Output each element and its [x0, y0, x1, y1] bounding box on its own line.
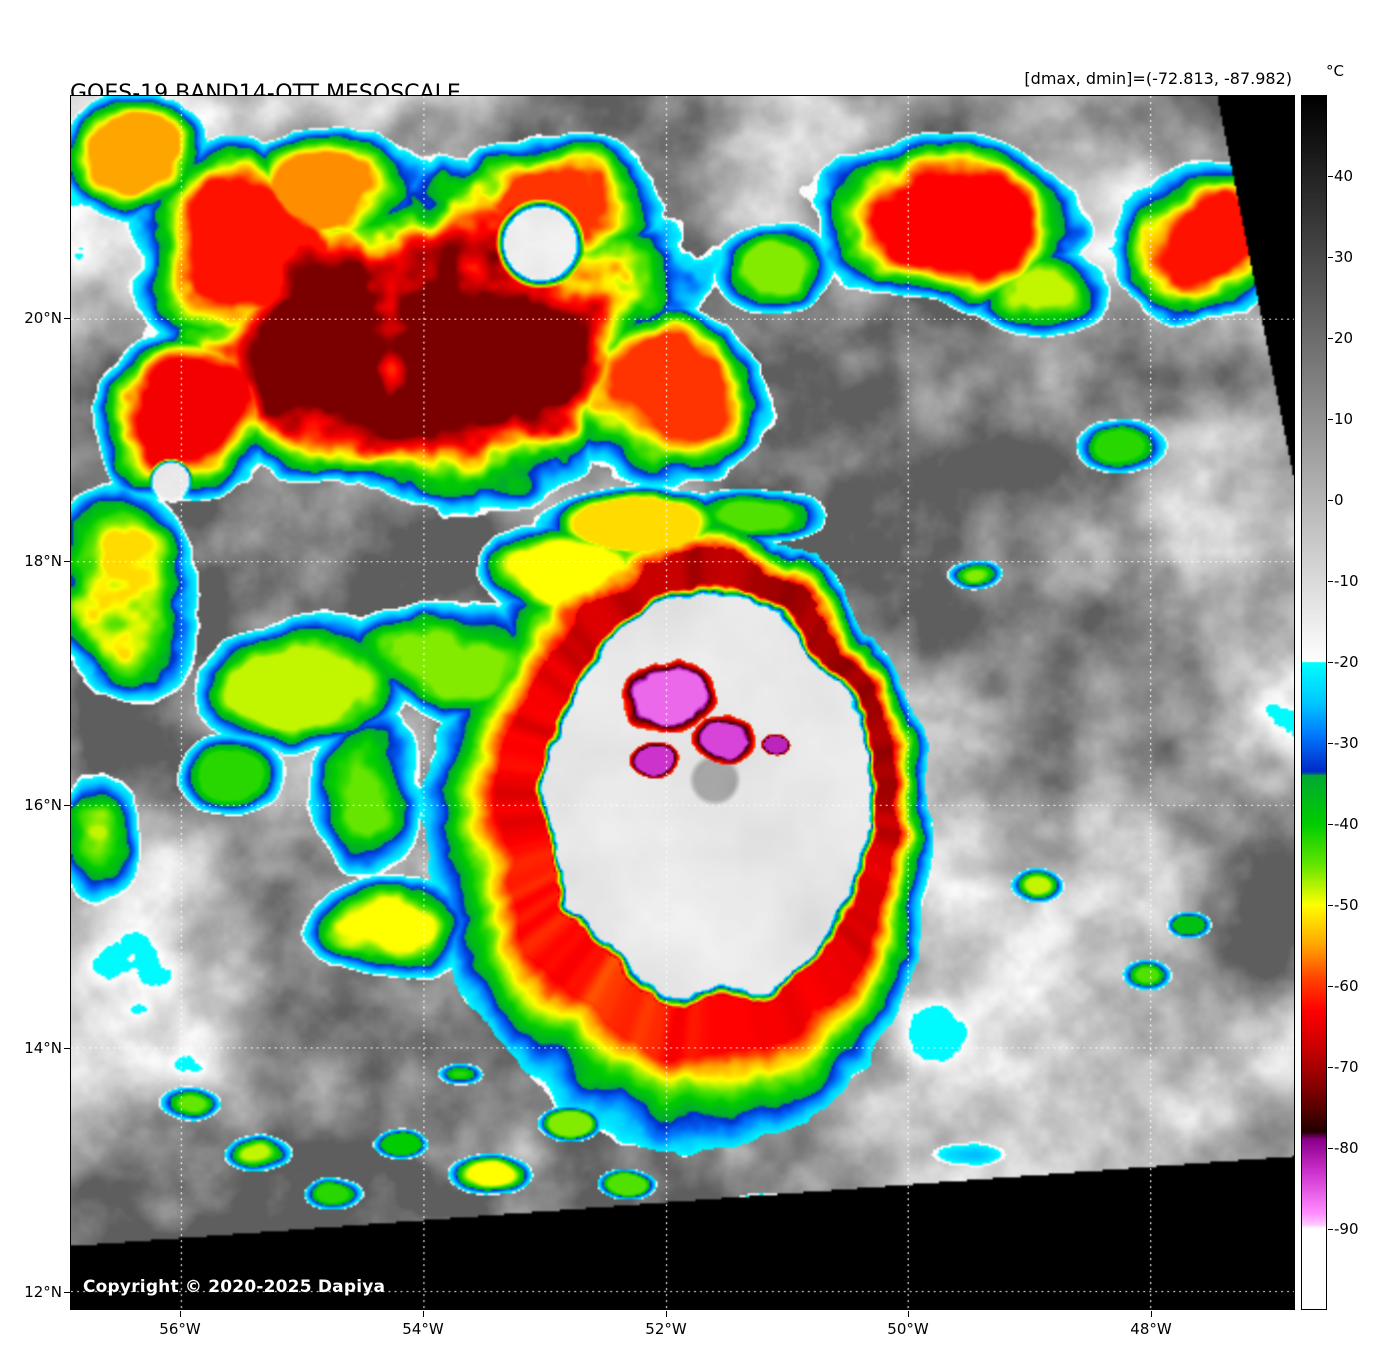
- colorbar-tick-mark: [1328, 1148, 1333, 1149]
- colorbar-tick-label: -30: [1334, 734, 1359, 752]
- colorbar-tick-mark: [1328, 176, 1333, 177]
- dmax-dmin-readout: [dmax, dmin]=(-72.813, -87.982): [1024, 69, 1292, 88]
- colorbar-tick-label: -40: [1334, 815, 1359, 833]
- lon-tick-label: 56°W: [159, 1320, 201, 1338]
- lon-tick-mark: [180, 1311, 181, 1317]
- lat-tick-label: 16°N: [24, 796, 62, 814]
- colorbar-tick-mark: [1328, 581, 1333, 582]
- satellite-map: Copyright © 2020-2025 Dapiya: [70, 95, 1295, 1310]
- satellite-imagery-canvas: [71, 96, 1294, 1309]
- lon-tick-label: 52°W: [645, 1320, 687, 1338]
- lon-tick-label: 54°W: [402, 1320, 444, 1338]
- colorbar-tick-mark: [1328, 257, 1333, 258]
- colorbar-tick-label: 30: [1334, 248, 1354, 266]
- lon-tick-label: 48°W: [1130, 1320, 1172, 1338]
- lat-tick-label: 20°N: [24, 309, 62, 327]
- colorbar-tick-label: 20: [1334, 329, 1354, 347]
- colorbar-tick-label: -80: [1334, 1139, 1359, 1157]
- lon-tick-mark: [908, 1311, 909, 1317]
- lat-tick-label: 18°N: [24, 552, 62, 570]
- colorbar-tick-label: -20: [1334, 653, 1359, 671]
- colorbar-tick-mark: [1328, 662, 1333, 663]
- copyright-label: Copyright © 2020-2025 Dapiya: [83, 1277, 386, 1297]
- colorbar-tick-mark: [1328, 419, 1333, 420]
- colorbar-unit-label: °C: [1326, 62, 1344, 80]
- colorbar-gradient: [1302, 96, 1326, 1309]
- colorbar-tick-label: -90: [1334, 1220, 1359, 1238]
- colorbar-tick-mark: [1328, 743, 1333, 744]
- lon-tick-label: 50°W: [887, 1320, 929, 1338]
- colorbar-tick-label: 0: [1334, 491, 1344, 509]
- lon-tick-mark: [423, 1311, 424, 1317]
- colorbar-tick-label: -70: [1334, 1058, 1359, 1076]
- colorbar-tick-label: -60: [1334, 977, 1359, 995]
- lon-tick-mark: [666, 1311, 667, 1317]
- colorbar-tick-mark: [1328, 824, 1333, 825]
- colorbar-tick-mark: [1328, 338, 1333, 339]
- colorbar-tick-label: 40: [1334, 167, 1354, 185]
- colorbar-tick-mark: [1328, 1229, 1333, 1230]
- lon-tick-mark: [1151, 1311, 1152, 1317]
- colorbar-tick-mark: [1328, 1067, 1333, 1068]
- colorbar-tick-label: -50: [1334, 896, 1359, 914]
- colorbar-tick-label: 10: [1334, 410, 1354, 428]
- colorbar-tick-mark: [1328, 986, 1333, 987]
- colorbar: [1301, 95, 1327, 1310]
- colorbar-tick-mark: [1328, 905, 1333, 906]
- product-title: GOES-19 BAND14-OTT MESOSCALE: [70, 81, 461, 106]
- lat-tick-label: 14°N: [24, 1039, 62, 1057]
- colorbar-tick-label: -10: [1334, 572, 1359, 590]
- lat-tick-label: 12°N: [24, 1283, 62, 1301]
- colorbar-tick-mark: [1328, 500, 1333, 501]
